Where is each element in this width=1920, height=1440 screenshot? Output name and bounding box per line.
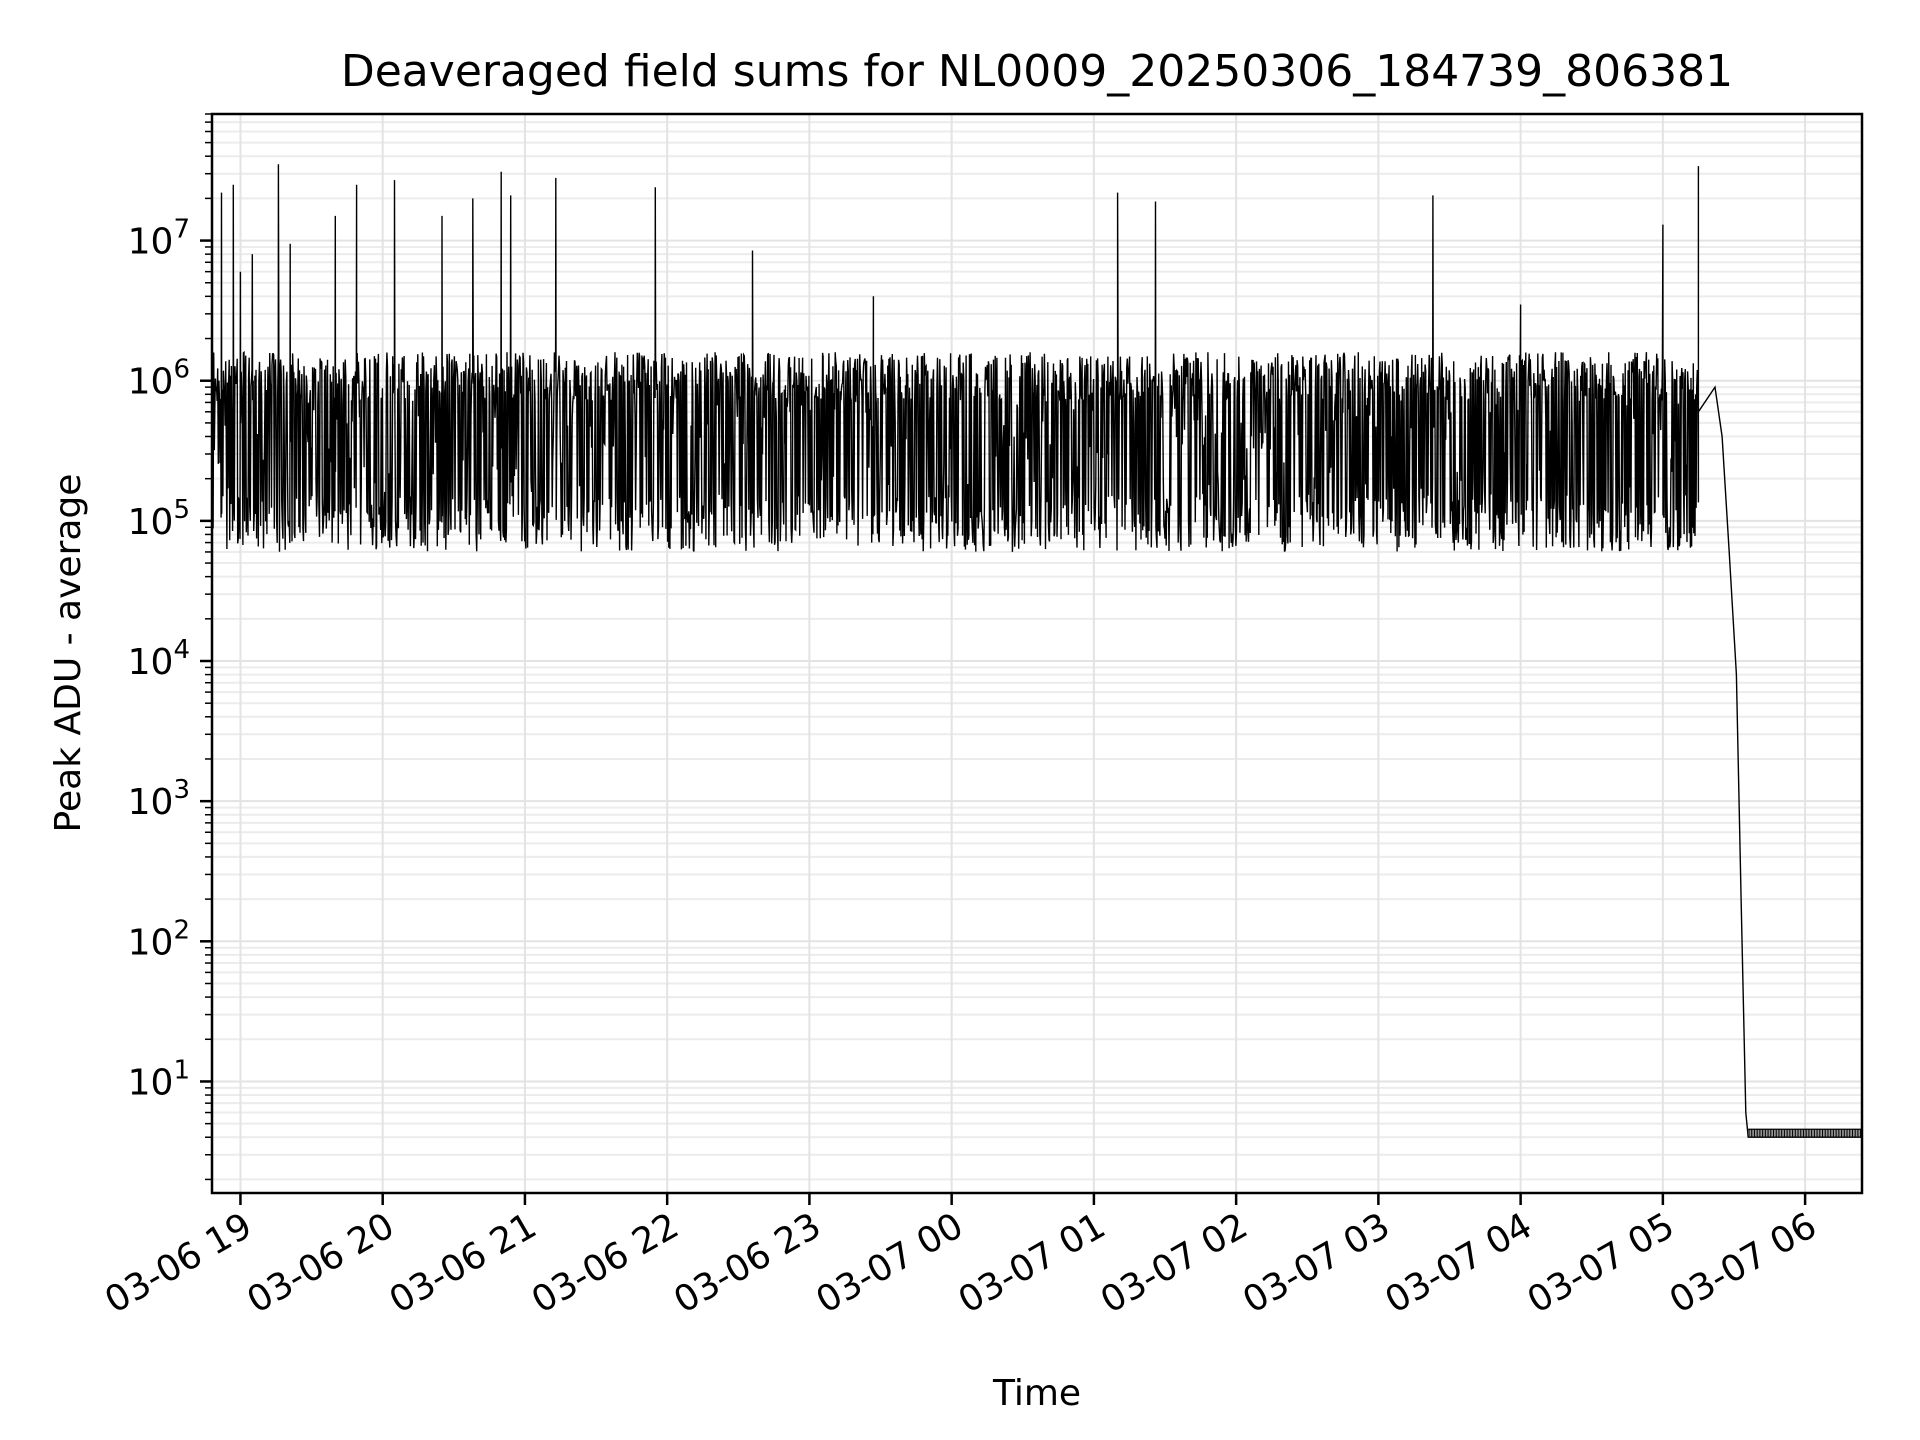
chart-title: Deaveraged field sums for NL0009_2025030… — [341, 46, 1733, 97]
x-tick-label: 03-07 06 — [1663, 1205, 1824, 1321]
y-axis: 101 102 103 104 105 106 107 — [128, 113, 212, 1181]
x-axis-label: Time — [992, 1373, 1081, 1414]
x-tick-label: 03-07 00 — [809, 1205, 970, 1321]
minor-gridlines — [212, 113, 1862, 1181]
y-tick-label: 107 — [128, 215, 190, 263]
y-tick-label: 104 — [128, 635, 190, 683]
y-tick-label: 106 — [128, 355, 190, 403]
x-tick-label: 03-07 04 — [1378, 1205, 1539, 1321]
x-tick-label: 03-06 20 — [241, 1205, 402, 1321]
y-tick-label: 101 — [128, 1055, 190, 1103]
y-tick-label: 103 — [128, 775, 190, 823]
x-tick-label: 03-06 19 — [98, 1205, 259, 1321]
x-tick-label: 03-06 23 — [667, 1205, 828, 1321]
major-gridlines — [212, 114, 1862, 1193]
data-series-line — [211, 164, 1862, 1138]
y-tick-label: 105 — [128, 495, 190, 543]
series-layer — [211, 164, 1863, 1138]
x-tick-label: 03-07 02 — [1094, 1205, 1255, 1321]
plot-frame — [210, 112, 1864, 1195]
y-axis-label: Peak ADU - average — [48, 474, 89, 833]
y-tick-label: 102 — [128, 915, 190, 963]
x-tick-label: 03-06 21 — [383, 1205, 544, 1321]
x-tick-label: 03-07 05 — [1521, 1205, 1682, 1321]
x-tick-label: 03-07 03 — [1236, 1205, 1397, 1321]
x-tick-label: 03-07 01 — [952, 1205, 1113, 1321]
x-tick-label: 03-06 22 — [525, 1205, 686, 1321]
